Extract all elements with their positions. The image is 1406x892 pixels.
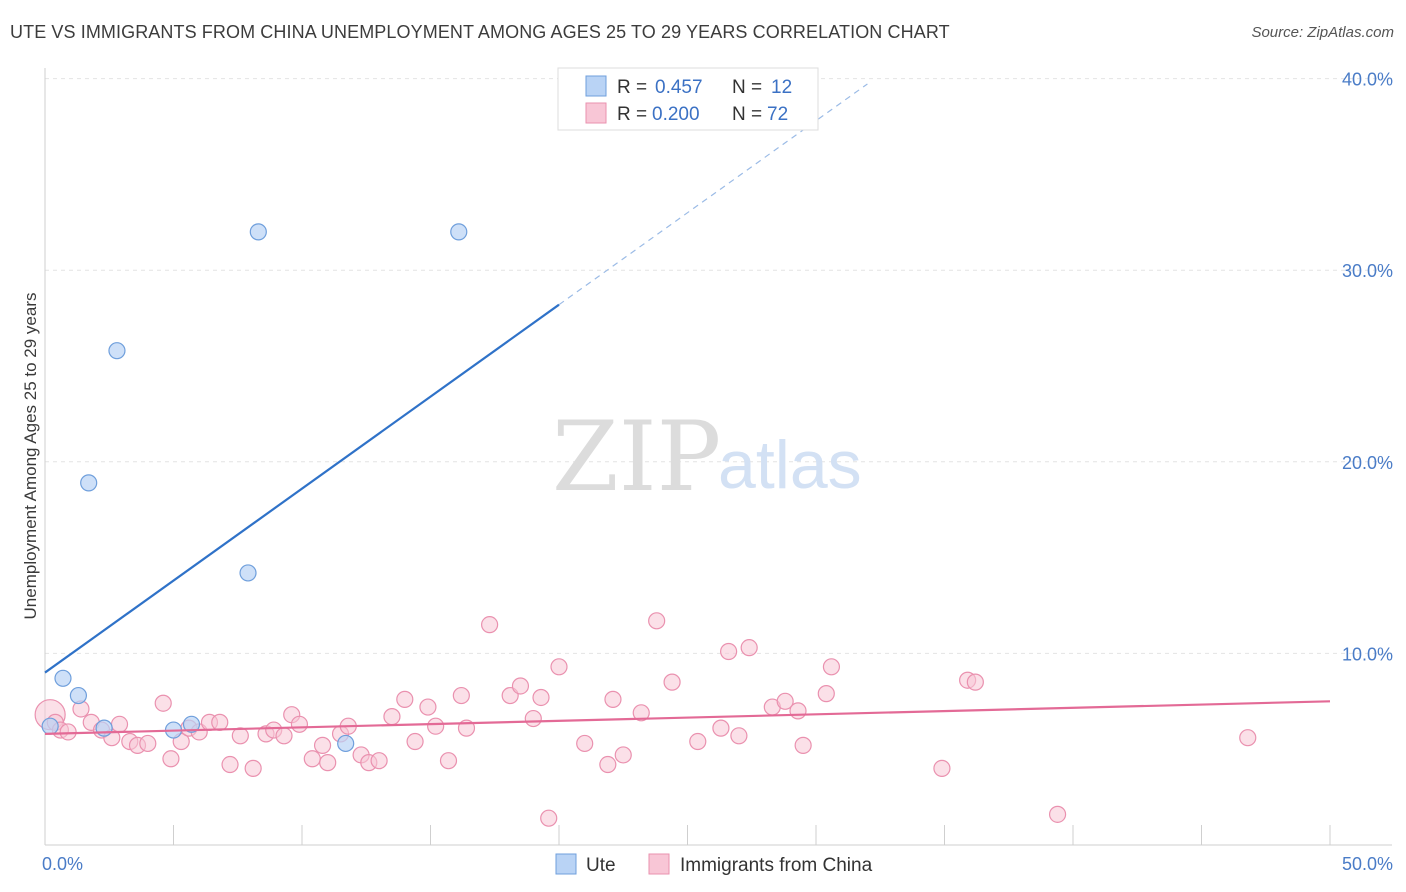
x-tick-label: 0.0% <box>42 854 83 874</box>
ute-trend-extension <box>558 83 868 306</box>
china-point <box>139 734 157 753</box>
x-tick-label: 50.0% <box>1342 854 1393 874</box>
y-tick-label: 30.0% <box>1342 261 1393 281</box>
china-point <box>540 809 558 827</box>
china-point <box>599 755 617 774</box>
axes <box>44 68 1392 846</box>
ute-point <box>108 342 126 360</box>
china-point <box>59 723 77 741</box>
china-point <box>720 642 738 661</box>
bottom-legend-china-label: Immigrants from China <box>680 855 873 876</box>
china-point <box>1239 729 1257 747</box>
china-point <box>966 673 984 691</box>
watermark: ZIP atlas <box>552 401 862 513</box>
ute-trend-line <box>44 303 560 674</box>
china-point <box>730 727 748 745</box>
legend-china-swatch <box>585 102 607 124</box>
china-point <box>822 658 841 676</box>
china-trend-line <box>44 700 1331 735</box>
bottom-legend-ute-label: Ute <box>586 855 616 876</box>
china-point <box>290 715 309 733</box>
china-point <box>221 755 239 774</box>
legend-ute-swatch <box>585 75 607 97</box>
china-point <box>383 708 401 726</box>
china-point <box>244 759 262 777</box>
legend-ute-n-value: 12 <box>771 77 792 98</box>
bottom-legend-china-swatch <box>648 853 670 875</box>
china-point <box>427 717 445 735</box>
legend-china-r-value: 0.200 <box>652 104 700 125</box>
china-point <box>406 732 424 751</box>
china-point <box>712 719 730 737</box>
china-point <box>275 727 293 745</box>
ute-point <box>95 719 113 737</box>
grid-lines <box>45 78 1392 654</box>
y-tick-label: 40.0% <box>1342 70 1393 90</box>
ute-point <box>249 223 267 241</box>
watermark-atlas: atlas <box>718 427 862 503</box>
trend-lines <box>44 83 1331 735</box>
china-point <box>154 694 172 712</box>
china-point <box>419 698 437 716</box>
ute-point <box>41 717 59 735</box>
y-tick-label: 10.0% <box>1342 644 1393 664</box>
china-point <box>319 754 337 772</box>
ute-point <box>69 686 88 705</box>
china-point <box>632 704 650 722</box>
ute-point <box>182 715 201 733</box>
chart-title: UTE VS IMMIGRANTS FROM CHINA UNEMPLOYMEN… <box>10 22 950 42</box>
legend-china-r-label: R = <box>617 104 647 125</box>
legend-ute-r-value: 0.457 <box>655 77 703 98</box>
china-point <box>439 752 458 770</box>
china-point <box>663 673 681 691</box>
china-point <box>231 727 249 745</box>
china-point <box>532 688 550 707</box>
ute-point <box>239 564 257 582</box>
china-point <box>604 690 622 708</box>
china-point <box>1048 805 1067 823</box>
china-point <box>789 702 807 720</box>
y-axis-label: Unemployment Among Ages 25 to 29 years <box>21 293 40 620</box>
china-point <box>740 639 758 657</box>
china-point <box>370 752 388 770</box>
china-point <box>550 658 568 676</box>
ute-point <box>54 669 72 687</box>
china-point <box>481 616 499 634</box>
watermark-zip: ZIP <box>552 401 721 513</box>
legend-china-n-value: 72 <box>767 104 788 125</box>
china-point <box>614 746 632 764</box>
china-point <box>211 713 229 731</box>
china-point <box>776 692 794 710</box>
source-credit: Source: ZipAtlas.com <box>1251 24 1394 41</box>
ute-point <box>80 474 98 492</box>
china-point <box>452 686 470 705</box>
y-tick-label: 20.0% <box>1342 453 1393 473</box>
series-legend: Ute Immigrants from China <box>555 853 873 876</box>
china-point <box>933 759 951 777</box>
tick-labels: 10.0% 20.0% 30.0% 40.0% 0.0% 50.0% <box>42 70 1393 874</box>
china-point <box>648 612 666 630</box>
china-point <box>524 709 542 728</box>
ute-series-points <box>41 223 468 753</box>
ute-point <box>337 734 355 753</box>
china-point <box>689 732 707 751</box>
legend-ute-r-label: R = <box>617 77 647 98</box>
correlation-legend: R = 0.457 N = 12 R = 0.200 N = 72 <box>557 67 819 131</box>
china-point <box>817 685 835 703</box>
china-point <box>110 715 129 733</box>
china-point <box>511 677 530 695</box>
bottom-legend-ute-swatch <box>555 853 577 875</box>
china-point <box>303 750 321 768</box>
china-point <box>794 736 812 754</box>
legend-china-n-label: N = <box>732 104 762 125</box>
china-point <box>396 690 414 708</box>
legend-ute-n-label: N = <box>732 77 762 98</box>
ute-point <box>450 223 468 241</box>
china-point <box>162 750 180 768</box>
china-point <box>576 734 594 753</box>
china-point <box>313 736 332 754</box>
